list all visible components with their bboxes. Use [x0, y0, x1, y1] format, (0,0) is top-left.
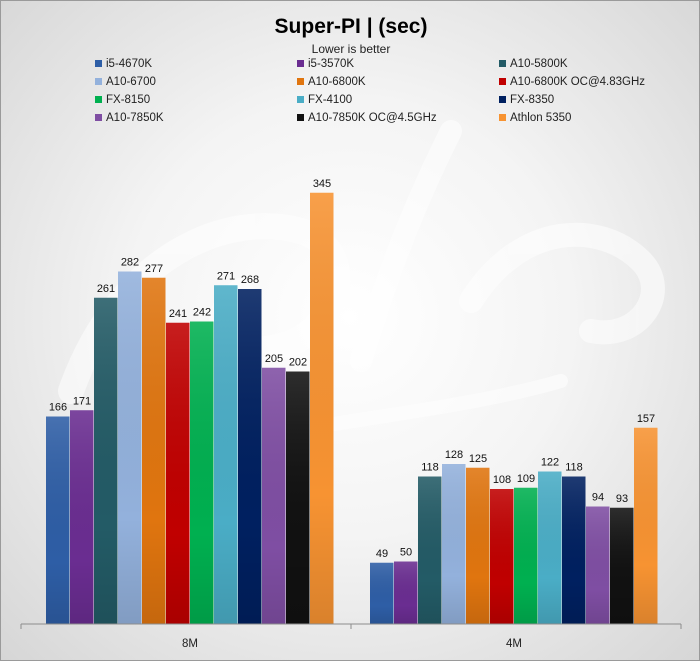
- legend-label-i5-4670k: i5-4670K: [106, 58, 152, 70]
- legend-label-i5-3570k: i5-3570K: [308, 58, 354, 70]
- bar-shading-4m-athlon-5350: [634, 427, 658, 624]
- legend-swatch-a10-5800k: [499, 60, 506, 67]
- bar-shading-8m-fx-8350: [238, 289, 262, 624]
- legend-label-a10-6700: A10-6700: [106, 76, 156, 88]
- legend-swatch-a10-6700: [95, 78, 102, 85]
- legend-swatch-a10-7850k: [95, 114, 102, 121]
- data-label-4m-a10-7850k: 94: [592, 492, 604, 504]
- bar-shading-8m-fx-4100: [214, 285, 238, 624]
- legend-label-fx-4100: FX-4100: [308, 94, 352, 106]
- bar-shading-4m-a10-6800k-oc-4-83ghz: [490, 489, 514, 624]
- x-axis-labels: 8M 4M: [182, 638, 522, 650]
- bar-shading-4m-a10-5800k: [418, 476, 442, 624]
- bar-shading-4m-i5-4670k: [370, 562, 394, 624]
- chart-legend: i5-4670K i5-3570K A10-5800K A10-6700 A10-680…: [95, 58, 645, 124]
- data-label-4m-fx-8350: 118: [565, 462, 583, 474]
- legend-swatch-fx-8150: [95, 96, 102, 103]
- legend-swatch-fx-4100: [297, 96, 304, 103]
- data-label-4m-fx-4100: 122: [541, 457, 559, 469]
- legend-swatch-a10-7850k-oc-4-5ghz: [297, 114, 304, 121]
- legend-label-fx-8150: FX-8150: [106, 94, 150, 106]
- data-label-8m-a10-6800k: 277: [145, 263, 163, 275]
- x-tick-label-4m: 4M: [506, 638, 522, 650]
- bar-shading-8m-a10-6700: [118, 271, 142, 624]
- legend-label-a10-6800k-oc-4-83ghz: A10-6800K OC@4.83GHz: [510, 76, 645, 88]
- x-axis-ticks: [20, 624, 682, 629]
- plot-area: [46, 192, 658, 624]
- data-label-4m-athlon-5350: 157: [637, 413, 655, 425]
- bar-shading-4m-a10-7850k-oc-4-5ghz: [610, 507, 634, 624]
- data-label-8m-fx-4100: 271: [217, 270, 235, 282]
- data-label-4m-a10-5800k: 118: [421, 462, 439, 474]
- bar-shading-4m-fx-8350: [562, 476, 586, 624]
- data-label-4m-a10-6800k-oc-4-83ghz: 108: [493, 474, 511, 486]
- data-label-8m-a10-7850k: 205: [265, 353, 283, 365]
- data-label-4m-i5-3570k: 50: [400, 547, 412, 559]
- data-label-8m-i5-4670k: 166: [49, 402, 67, 414]
- bar-shading-4m-fx-4100: [538, 471, 562, 624]
- data-label-8m-a10-6800k-oc-4-83ghz: 241: [169, 308, 187, 320]
- legend-swatch-athlon-5350: [499, 114, 506, 121]
- legend-swatch-a10-6800k: [297, 78, 304, 85]
- data-label-8m-a10-7850k-oc-4-5ghz: 202: [289, 357, 307, 369]
- legend-label-a10-7850k: A10-7850K: [106, 112, 164, 124]
- bar-shading-8m-i5-4670k: [46, 416, 70, 624]
- legend-label-a10-5800k: A10-5800K: [510, 58, 568, 70]
- bar-shading-4m-a10-6800k: [466, 467, 490, 624]
- data-label-8m-fx-8350: 268: [241, 274, 259, 286]
- data-label-4m-i5-4670k: 49: [376, 548, 388, 560]
- data-labels: 166 171 261 282 277 241 242 271 268 205 202 345 49 50…: [49, 178, 655, 560]
- legend-swatch-i5-4670k: [95, 60, 102, 67]
- data-label-4m-fx-8150: 109: [517, 473, 535, 485]
- bar-shading-4m-i5-3570k: [394, 561, 418, 624]
- bar-shading-8m-athlon-5350: [310, 192, 334, 624]
- data-label-8m-a10-5800k: 261: [97, 283, 115, 295]
- data-label-4m-a10-6800k: 125: [469, 453, 487, 465]
- legend-label-a10-6800k: A10-6800K: [308, 76, 366, 88]
- legend-swatch-a10-6800k-oc-4-83ghz: [499, 78, 506, 85]
- bar-shading-8m-a10-6800k: [142, 277, 166, 624]
- data-label-8m-i5-3570k: 171: [73, 395, 91, 407]
- chart-title: Super-PI | (sec): [275, 15, 428, 38]
- legend-label-a10-7850k-oc-4-5ghz: A10-7850K OC@4.5GHz: [308, 112, 437, 124]
- bar-shading-8m-a10-6800k-oc-4-83ghz: [166, 322, 190, 624]
- x-tick-label-8m: 8M: [182, 638, 198, 650]
- chart-subtitle: Lower is better: [312, 42, 391, 56]
- bar-shading-8m-fx-8150: [190, 321, 214, 624]
- data-label-4m-a10-7850k-oc-4-5ghz: 93: [616, 493, 628, 505]
- legend-label-athlon-5350: Athlon 5350: [510, 112, 571, 124]
- legend-label-fx-8350: FX-8350: [510, 94, 554, 106]
- bar-shading-4m-fx-8150: [514, 487, 538, 624]
- bar-shading-8m-i5-3570k: [70, 410, 94, 624]
- data-label-8m-athlon-5350: 345: [313, 178, 331, 190]
- bar-shading-8m-a10-7850k-oc-4-5ghz: [286, 371, 310, 624]
- data-label-8m-a10-6700: 282: [121, 257, 139, 269]
- bar-shading-4m-a10-7850k: [586, 506, 610, 624]
- data-label-8m-fx-8150: 242: [193, 307, 211, 319]
- data-label-4m-a10-6700: 128: [445, 449, 463, 461]
- bar-shading-8m-a10-7850k: [262, 367, 286, 624]
- bar-shading-8m-a10-5800k: [94, 297, 118, 624]
- legend-swatch-i5-3570k: [297, 60, 304, 67]
- legend-swatch-fx-8350: [499, 96, 506, 103]
- bar-shading-4m-a10-6700: [442, 464, 466, 624]
